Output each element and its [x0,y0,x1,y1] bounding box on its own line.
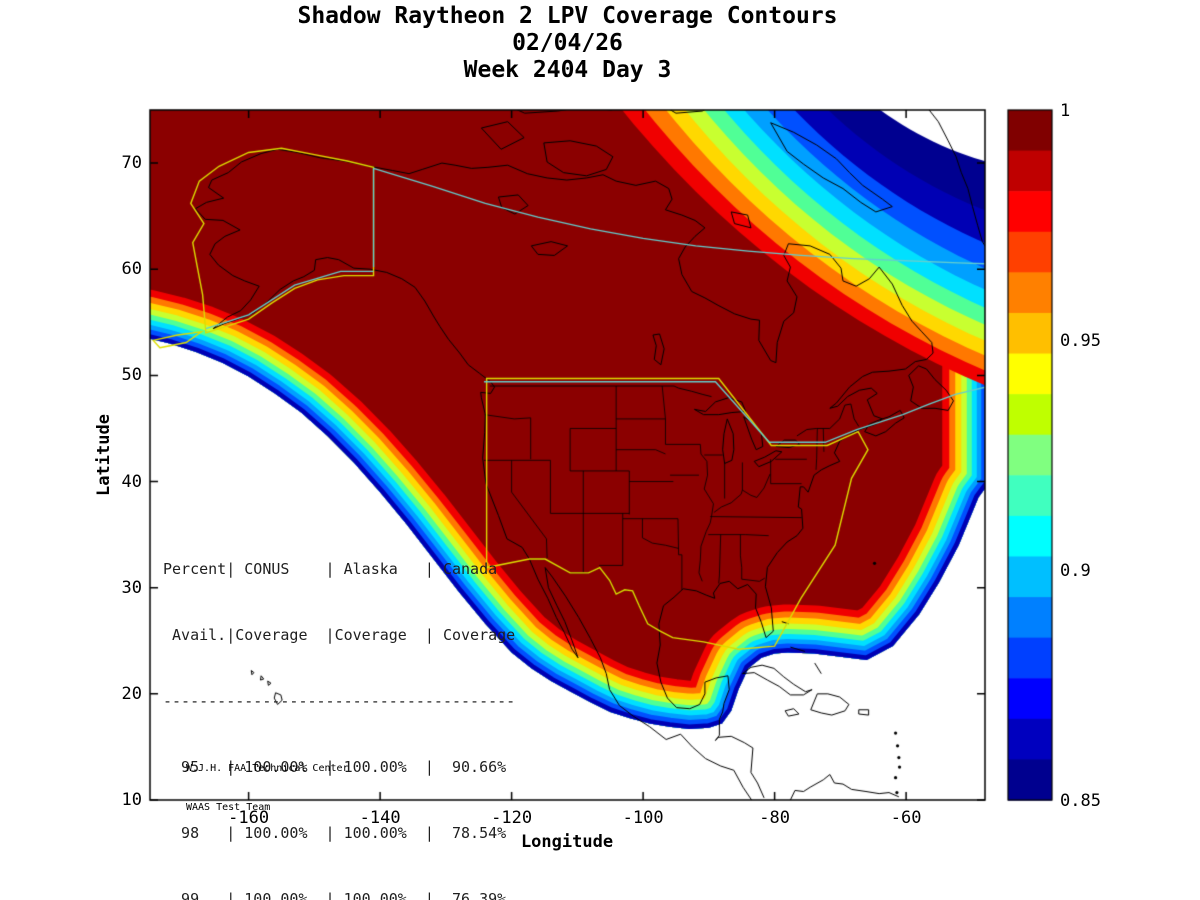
y-tick-label: 30 [121,577,142,598]
table-row: 99 | 100.00% | 100.00% | 76.39% [163,890,507,900]
x-axis-label: Longitude [520,832,614,852]
colorbar-tick-label: 1 [1060,101,1071,121]
table-row: 95 | 100.00% | 100.00% | 90.66% [163,758,507,776]
table-separator: --------------------------------------- [163,692,516,710]
title-line-2-date: 02/04/26 [512,30,623,56]
y-tick-label: 60 [121,259,142,280]
title-line-1: Shadow Raytheon 2 LPV Coverage Contours [297,3,838,29]
y-tick-label: 10 [121,790,142,810]
figure-title-block: Shadow Raytheon 2 LPV Coverage Contours … [150,3,985,84]
y-tick-label: 20 [121,683,142,704]
colorbar-tick-label: 0.95 [1060,331,1101,351]
y-tick-label: 40 [121,471,142,492]
credit-annotation: W.J.H. FAA Technical Center WAAS Test Te… [186,736,349,840]
table-header-row: Avail.|Coverage |Coverage | Coverage [163,626,516,644]
table-row: 98 | 100.00% | 100.00% | 78.54% [163,824,507,842]
x-tick-label: -120 [491,808,533,828]
table-header-row: Percent| CONUS | Alaska | Canada [163,560,498,578]
coverage-summary-table: Percent| CONUS | Alaska | Canada Avail.|… [163,514,515,900]
title-line-3-week-day: Week 2404 Day 3 [463,57,672,83]
colorbar-tick-label: 0.9 [1060,561,1091,581]
colorbar-tick-label: 0.85 [1060,791,1101,811]
x-tick-label: -60 [890,808,922,828]
credit-line-1: W.J.H. FAA Technical Center [186,763,349,774]
y-tick-label: 50 [121,365,142,386]
x-tick-label: -140 [359,808,401,828]
x-tick-label: -100 [622,808,664,828]
y-tick-label: 70 [121,153,142,174]
credit-line-2: WAAS Test Team [186,802,271,813]
x-tick-label: -160 [228,808,270,828]
x-tick-label: -80 [759,808,790,828]
